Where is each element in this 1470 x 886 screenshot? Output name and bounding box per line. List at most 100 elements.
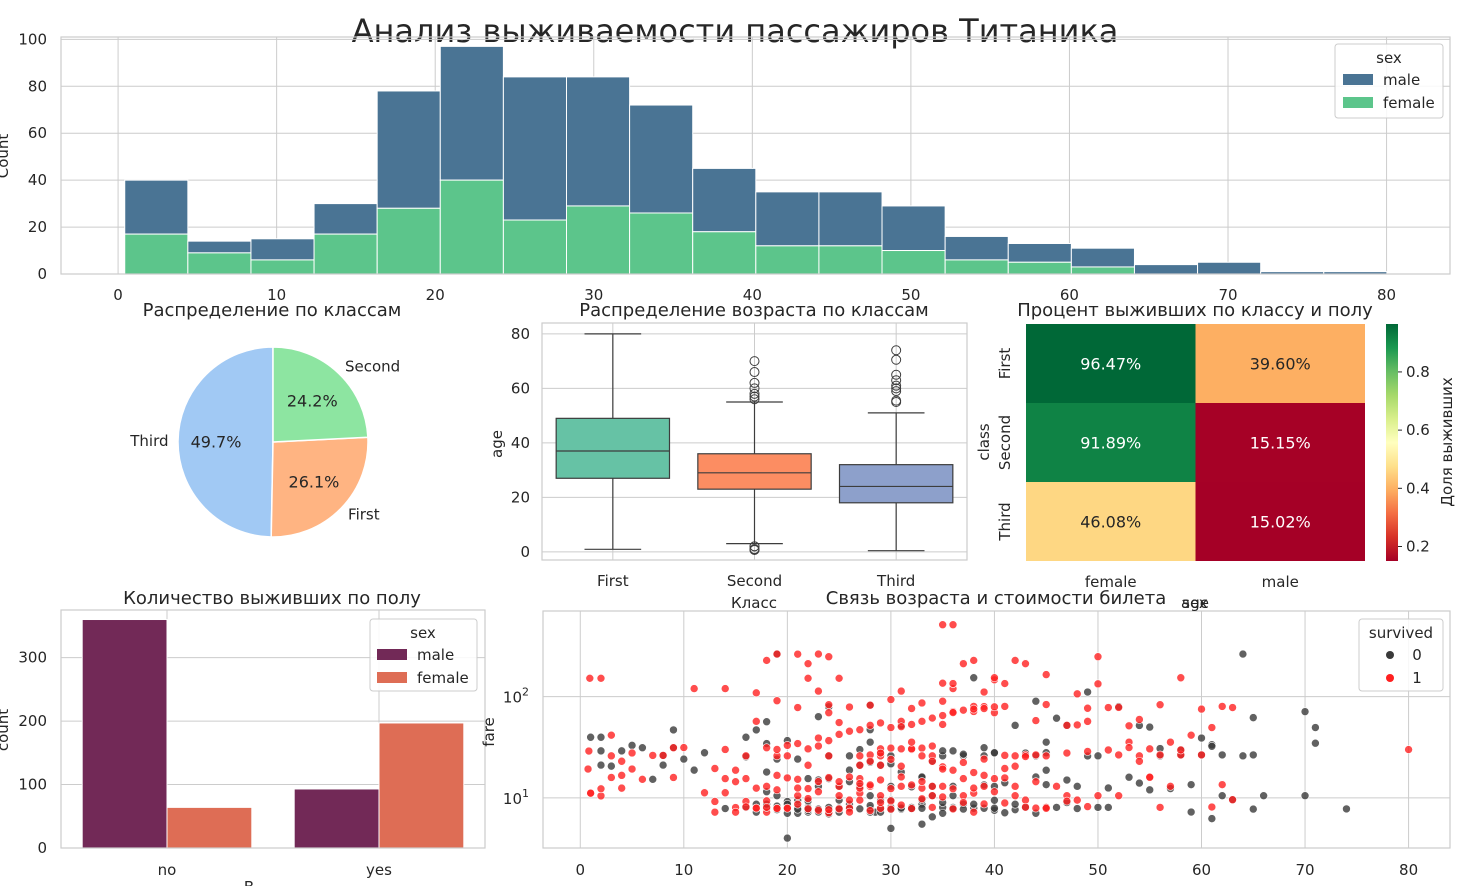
scatter-point-survived-0 [1186,780,1196,789]
y-tick-label: 0 [520,543,530,561]
scatter-point-survived-1 [928,782,937,791]
scatter-point-survived-1 [1000,751,1010,760]
scatter-point-survived-0 [990,748,999,758]
scatter-point-survived-0 [1072,804,1082,813]
scatter-point-survived-1 [596,674,606,683]
heatmap-cell-label: 15.02% [1250,513,1311,532]
scatter-point-survived-1 [803,804,813,814]
scatter-point-survived-1 [1062,748,1072,758]
hist-bar-male [881,205,946,252]
scatter-point-survived-1 [834,777,844,786]
scatter-title: Связь возраста и стоимости билета [826,588,1167,609]
scatter-point-survived-1 [783,751,792,761]
scatter-point-survived-1 [814,805,823,815]
scatter-point-survived-0 [658,760,668,770]
scatter-point-survived-1 [803,794,813,803]
y-tick-label: 101 [503,787,529,808]
colorbar-tick-label: 0.6 [1406,421,1430,439]
scatter-point-survived-1 [990,702,999,712]
x-tick-label: 20 [778,861,797,879]
scatter-point-survived-1 [700,788,709,798]
hist-bar-male [692,167,757,233]
scatter-point-survived-1 [1166,782,1175,791]
scatter-point-survived-1 [907,780,916,790]
scatter-point-survived-1 [1083,717,1092,726]
x-tick-label: 0 [576,861,586,879]
scatter-point-survived-0 [607,761,616,771]
scatter-point-survived-0 [627,741,637,750]
scatter-legend-label: 1 [1412,669,1422,687]
colorbar-tick-label: 0.2 [1406,538,1430,556]
scatter-point-survived-1 [658,751,668,760]
scatter-point-survived-1 [803,744,813,754]
scatter-point-survived-1 [969,783,979,793]
scatter-point-survived-1 [938,792,947,802]
hist-legend-swatch [1343,74,1373,85]
scatter-point-survived-1 [834,804,844,814]
scatter-point-survived-1 [834,730,844,739]
scatter-point-survived-1 [969,704,979,714]
scatter-legend-marker [1386,674,1394,682]
scatter-point-survived-1 [720,745,730,754]
scatter-point-survived-0 [751,725,761,735]
scatter-point-survived-1 [1197,750,1206,760]
scatter-point-survived-1 [1031,750,1041,760]
y-tick-label: 0 [37,839,47,857]
scatter-point-survived-1 [762,803,771,812]
scatter-point-survived-1 [907,704,916,713]
x-tick-label: 50 [1088,861,1107,879]
scatter-point-survived-0 [1000,808,1010,818]
count-y-axis-label: count [0,709,12,751]
scatter-point-survived-1 [1021,752,1030,761]
pie-pct-label: 24.2% [287,392,338,411]
heatmap-cell-label: 96.47% [1080,355,1141,374]
scatter-point-survived-1 [762,782,771,791]
scatter-point-survived-1 [1228,795,1237,805]
scatter-point-survived-1 [710,764,720,773]
hist-bar-male [187,240,252,254]
scatter-point-survived-1 [1124,743,1134,752]
scatter-point-survived-1 [1166,737,1175,747]
scatter-point-survived-1 [669,773,678,782]
hist-bar-male [313,203,378,235]
scatter-point-survived-1 [741,802,751,812]
hist-bar-male [124,179,189,235]
pie-pct-label: 26.1% [289,473,340,492]
heatmap-cell [1026,324,1196,403]
scatter-point-survived-1 [1000,798,1010,808]
y-tick-label: 20 [511,488,530,506]
scatter-point-survived-0 [1207,741,1217,751]
pie-slice-label: Second [345,357,400,375]
hist-bar-female [755,245,820,275]
scatter-point-survived-0 [1041,780,1051,789]
y-tick-label: 40 [511,434,530,452]
scatter-point-survived-1 [751,688,761,698]
scatter-point-survived-0 [928,812,937,822]
scatter-point-survived-0 [596,760,606,770]
scatter-point-survived-0 [1238,751,1248,761]
scatter-point-survived-1 [990,673,999,683]
scatter-point-survived-1 [1000,702,1010,711]
hist-bar-male [1197,261,1262,275]
scatter-point-survived-1 [1083,703,1092,713]
scatter-point-survived-1 [1083,747,1092,756]
x-tick-label: 50 [901,286,920,304]
hist-bar-female [124,233,189,275]
hist-bar-male [250,238,315,261]
scatter-point-survived-1 [803,659,813,668]
pie-slice-label: Third [129,432,168,450]
scatter-point-survived-1 [855,779,865,788]
x-tick-label: female [1085,573,1137,591]
scatter-point-survived-1 [938,696,947,706]
scatter-point-survived-1 [845,807,854,817]
scatter-point-survived-1 [1052,782,1061,791]
scatter-point-survived-1 [638,775,647,784]
scatter-point-survived-1 [865,806,875,815]
scatter-point-survived-1 [1010,761,1020,771]
scatter-point-survived-1 [824,708,834,718]
scatter-point-survived-1 [886,804,896,814]
scatter-point-survived-0 [669,725,678,735]
heatmap-cell-label: 91.89% [1080,434,1141,453]
y-tick-label: 100 [18,30,47,48]
